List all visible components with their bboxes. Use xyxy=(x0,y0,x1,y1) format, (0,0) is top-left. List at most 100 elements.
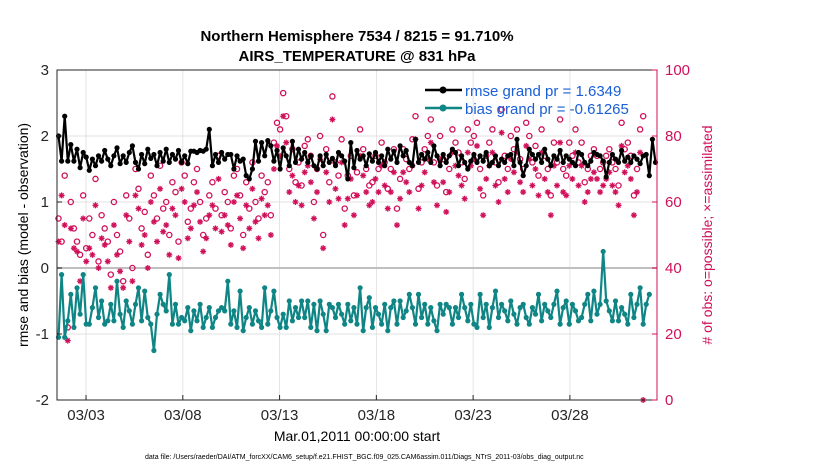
obs-assimilated-point xyxy=(67,225,74,232)
obs-assimilated-point xyxy=(446,189,453,196)
bias-point xyxy=(529,305,536,311)
obs-assimilated-point xyxy=(634,189,640,196)
obs-assimilated-point xyxy=(587,175,594,182)
obs-possible-point xyxy=(239,231,247,239)
obs-possible-point xyxy=(606,145,613,153)
obs-assimilated-point xyxy=(135,205,142,212)
obs-assimilated-point xyxy=(243,202,250,209)
bias-point xyxy=(274,314,280,321)
rmse-point xyxy=(366,151,372,157)
obs-possible-point xyxy=(95,258,102,265)
bias-point xyxy=(311,301,317,307)
rmse-point xyxy=(477,153,483,159)
rmse-point xyxy=(317,153,323,159)
rmse-point xyxy=(551,153,557,159)
rmse-point xyxy=(135,166,142,172)
obs-assimilated-point xyxy=(310,215,317,222)
y-right-tick-label: 40 xyxy=(665,260,682,277)
rmse-point xyxy=(440,151,446,158)
rmse-point xyxy=(212,151,219,158)
obs-assimilated-point xyxy=(594,175,600,182)
obs-assimilated-point xyxy=(618,142,625,149)
rmse-point xyxy=(425,149,431,156)
bias-point xyxy=(563,298,569,304)
obs-possible-point xyxy=(424,132,432,140)
obs-possible-point xyxy=(224,198,232,206)
rmse-point xyxy=(628,159,634,165)
bias-point xyxy=(129,321,135,327)
obs-assimilated-point xyxy=(501,175,508,182)
bias-point xyxy=(551,301,557,307)
obs-assimilated-point xyxy=(61,222,68,229)
bias-point xyxy=(289,318,295,324)
obs-possible-point xyxy=(147,172,155,179)
rmse-point xyxy=(342,158,348,164)
rmse-point xyxy=(566,156,572,162)
bias-point xyxy=(212,314,219,321)
bias-point xyxy=(588,318,594,324)
bias-point xyxy=(462,305,468,311)
rmse-point xyxy=(579,151,585,158)
bias-point xyxy=(74,285,80,291)
rmse-point xyxy=(132,159,139,165)
bias-point xyxy=(302,314,308,321)
obs-assimilated-point xyxy=(350,212,357,219)
obs-possible-point xyxy=(335,172,342,179)
obs-possible-point xyxy=(175,238,182,245)
rmse-point xyxy=(563,153,569,159)
rmse-point xyxy=(62,113,68,119)
rmse-point xyxy=(292,159,299,165)
bias-point xyxy=(591,288,597,294)
rmse-point xyxy=(572,163,579,169)
obs-possible-point xyxy=(446,165,453,173)
bias-point xyxy=(406,291,412,297)
obs-assimilated-point xyxy=(474,142,480,149)
obs-assimilated-point xyxy=(58,192,65,199)
bias-point xyxy=(237,288,243,294)
bias-point xyxy=(443,301,449,307)
rmse-point xyxy=(320,163,326,169)
rmse-point xyxy=(209,163,215,169)
bias-point xyxy=(160,301,166,307)
rmse-point xyxy=(74,146,80,152)
obs-assimilated-point xyxy=(612,189,619,196)
obs-possible-point xyxy=(529,159,536,166)
bias-point xyxy=(268,308,274,314)
obs-possible-point xyxy=(187,205,195,212)
obs-possible-point xyxy=(504,165,512,173)
obs-possible-point xyxy=(301,142,308,150)
obs-assimilated-point xyxy=(175,255,182,262)
rmse-point xyxy=(308,153,314,159)
obs-possible-point xyxy=(153,215,161,222)
obs-possible-point xyxy=(353,169,361,176)
rmse-point xyxy=(80,149,86,156)
obs-possible-point xyxy=(596,165,604,173)
obs-possible-point xyxy=(144,251,152,259)
rmse-point xyxy=(102,147,108,154)
rmse-point xyxy=(314,166,320,172)
obs-possible-point xyxy=(181,172,188,179)
obs-assimilated-point xyxy=(314,189,320,196)
obs-possible-point xyxy=(221,188,228,196)
obs-possible-point xyxy=(433,182,441,189)
obs-assimilated-point xyxy=(218,228,225,235)
bias-point xyxy=(523,314,529,321)
obs-possible-point xyxy=(550,139,558,146)
bias-point xyxy=(286,298,292,304)
rmse-point xyxy=(449,146,455,152)
bias-point xyxy=(369,324,375,330)
rmse-point xyxy=(120,153,126,159)
obs-possible-point xyxy=(470,132,478,140)
obs-possible-point xyxy=(166,231,173,239)
bias-point xyxy=(412,321,419,327)
obs-assimilated-point xyxy=(280,113,287,120)
bias-point xyxy=(351,305,357,311)
rmse-point xyxy=(557,147,563,154)
bias-point xyxy=(163,308,169,314)
obs-assimilated-point xyxy=(181,199,188,205)
rmse-point xyxy=(335,149,342,156)
obs-assimilated-point xyxy=(335,195,342,202)
rmse-point xyxy=(139,151,145,158)
rmse-point xyxy=(86,167,92,173)
obs-assimilated-point xyxy=(489,149,496,156)
